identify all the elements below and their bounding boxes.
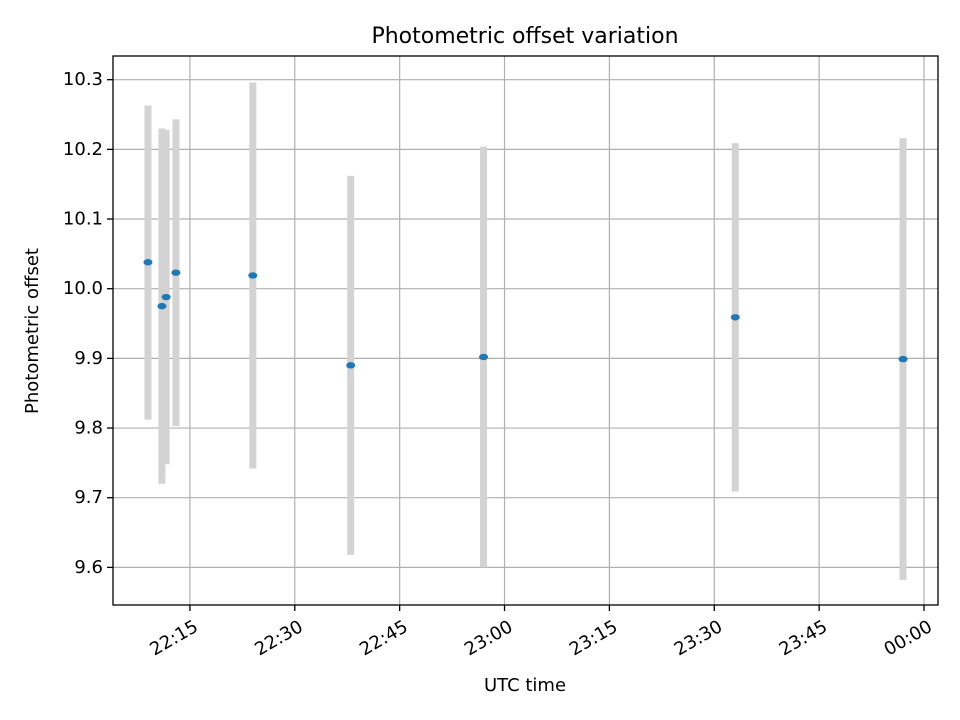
data-point <box>157 302 167 310</box>
data-point <box>479 353 489 361</box>
data-point <box>346 362 356 369</box>
axes-frame <box>112 55 939 606</box>
chart-title: Photometric offset variation <box>371 24 678 49</box>
y-tick-label: 10.0 <box>63 278 103 299</box>
data-points <box>143 259 908 369</box>
y-tick-label: 9.6 <box>74 557 103 578</box>
data-point <box>898 355 908 363</box>
y-tick-label: 10.3 <box>63 69 103 90</box>
y-tick-label: 10.2 <box>63 139 103 160</box>
data-point <box>143 259 153 266</box>
y-tick-label: 9.7 <box>74 487 103 508</box>
data-point <box>171 269 181 276</box>
data-point <box>248 272 258 279</box>
plot-area-background <box>113 56 938 605</box>
y-tick-label: 9.8 <box>74 418 103 439</box>
gridlines <box>113 56 938 605</box>
y-tick-label: 10.1 <box>63 209 103 230</box>
y-axis-ticks: 9.6 9.7 9.8 9.9 10.0 10.1 10.2 10.3 <box>63 69 113 578</box>
data-point <box>161 293 171 301</box>
data-point <box>730 314 740 321</box>
y-axis-label: Photometric offset <box>22 248 43 414</box>
y-tick-label: 9.9 <box>74 348 103 369</box>
x-axis-label: UTC time <box>484 675 566 696</box>
